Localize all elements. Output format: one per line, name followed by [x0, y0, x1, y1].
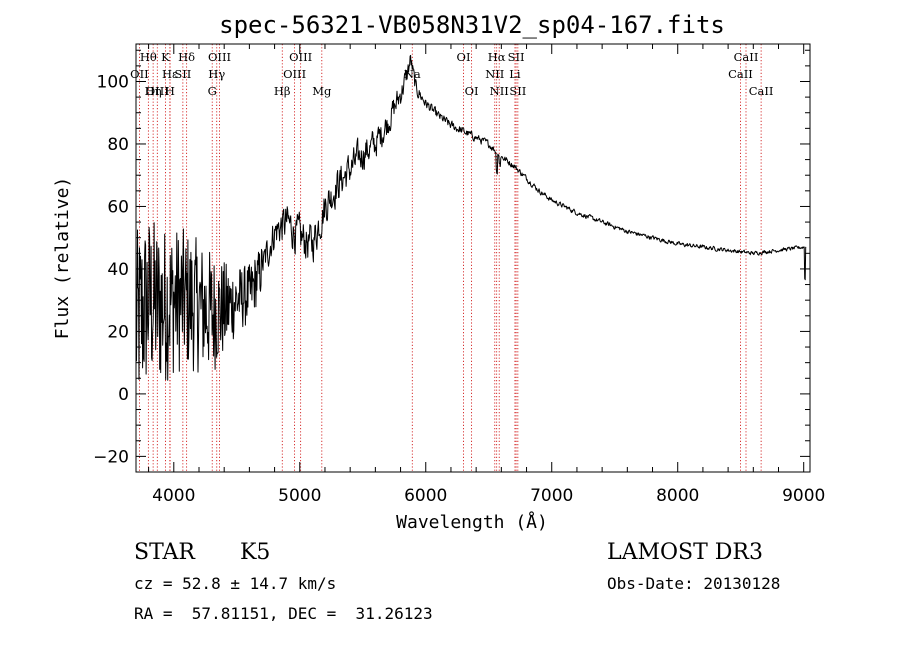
emission-line-label: Hθ: [140, 50, 157, 64]
x-tick-label: 6000: [404, 486, 447, 506]
spectrum-line: [135, 54, 807, 381]
x-axis: 4000 5000 6000 7000 8000 9000: [148, 44, 825, 506]
emission-line-label: Hδ: [178, 50, 195, 64]
y-axis: −20 0 20 40 60 80 100: [93, 49, 810, 473]
survey-name: LAMOST DR3: [607, 540, 763, 565]
emission-line-label: Mg: [312, 84, 332, 98]
emission-line-markers: [139, 44, 762, 472]
y-tick-label: 20: [107, 322, 129, 342]
y-tick-label: 60: [107, 197, 129, 217]
emission-line-label: NII: [490, 84, 509, 98]
emission-line-label: Hβ: [274, 84, 291, 98]
y-tick-label: 100: [97, 72, 129, 92]
y-tick-label: 40: [107, 260, 129, 280]
emission-line-label: OIII: [208, 50, 231, 64]
x-tick-label: 7000: [530, 486, 573, 506]
emission-line-label: OI: [465, 84, 479, 98]
emission-line-label: OIII: [289, 50, 312, 64]
y-tick-label: 80: [107, 135, 129, 155]
x-axis-label: Wavelength (Å): [396, 511, 548, 533]
emission-line-label: Hγ: [208, 67, 225, 81]
emission-line-label: Li: [509, 67, 521, 81]
emission-line-label: K: [161, 50, 170, 64]
emission-line-label: CaII: [749, 84, 774, 98]
emission-line-label: SII: [508, 50, 525, 64]
object-class: STAR: [134, 540, 195, 565]
emission-line-label: SII: [174, 67, 191, 81]
x-tick-label: 8000: [656, 486, 699, 506]
x-tick-label: 5000: [278, 486, 321, 506]
x-tick-label: 4000: [152, 486, 195, 506]
observation-date: Obs-Date: 20130128: [607, 574, 781, 593]
emission-line-label: NII: [485, 67, 504, 81]
emission-line-label: OII: [130, 67, 149, 81]
plot-frame: [135, 43, 811, 473]
emission-line-label: SII: [509, 84, 526, 98]
object-subclass: K5: [240, 540, 271, 565]
x-tick-label: 9000: [782, 486, 825, 506]
redshift-velocity: cz = 52.8 ± 14.7 km/s: [134, 574, 337, 593]
chart-title: spec-56321-VB058N31V2_sp04-167.fits: [219, 11, 725, 39]
y-tick-label: 0: [118, 385, 129, 405]
emission-line-label: Hη: [145, 84, 162, 98]
emission-line-label: OIII: [283, 67, 306, 81]
emission-line-label: CaII: [728, 67, 753, 81]
coordinates: RA = 57.81151, DEC = 31.26123: [134, 604, 433, 623]
emission-line-label: OI: [457, 50, 471, 64]
y-axis-label: Flux (relative): [52, 177, 73, 340]
emission-line-label: Hε: [162, 67, 178, 81]
y-tick-label: −20: [93, 447, 129, 467]
emission-line-label: CaII: [734, 50, 759, 64]
emission-line-label: G: [208, 84, 217, 98]
emission-line-label: Hα: [488, 50, 506, 64]
emission-line-label: OIII: [146, 84, 169, 98]
emission-line-label: H: [165, 84, 175, 98]
